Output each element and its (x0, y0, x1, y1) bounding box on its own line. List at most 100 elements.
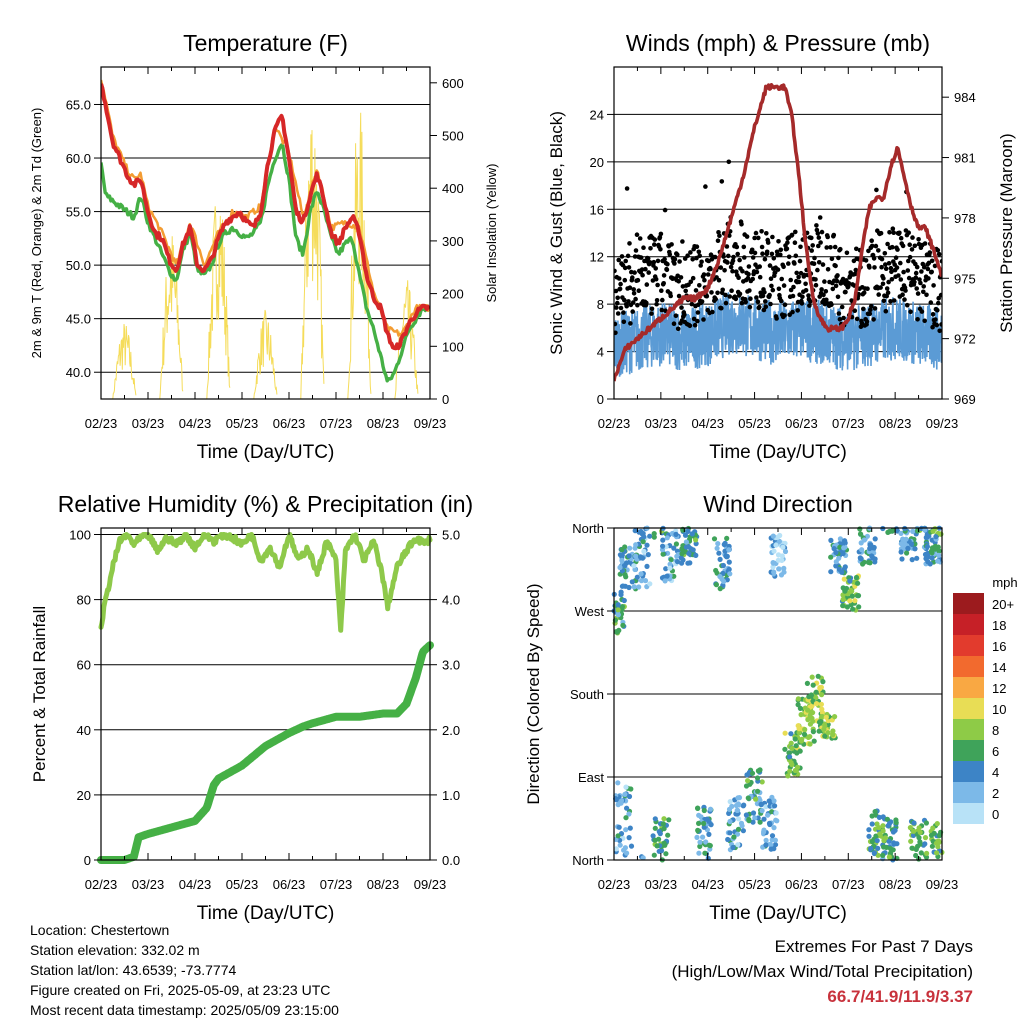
colorbar-swatch (953, 635, 984, 656)
wind-direction-point (850, 606, 856, 612)
wind-direction-point (872, 809, 878, 815)
gust-point (622, 297, 627, 303)
gust-point (836, 311, 842, 316)
gust-point (627, 241, 632, 246)
gust-point (927, 250, 933, 255)
wind-direction-point (727, 818, 733, 825)
gust-point (726, 159, 732, 165)
gust-point (765, 240, 771, 245)
wind-direction-point (781, 569, 787, 575)
extremes-subheading: (High/Low/Max Wind/Total Precipitation) (671, 962, 973, 981)
gust-point (861, 306, 866, 312)
y-tick-label: 100 (69, 528, 91, 543)
wind-direction-point (727, 571, 733, 577)
gust-point (741, 244, 747, 250)
gust-point (916, 237, 921, 242)
gust-point (676, 279, 681, 284)
wind-direction-point (909, 541, 915, 547)
wind-direction-point (761, 829, 767, 835)
gust-point (727, 233, 732, 238)
gust-point (747, 288, 752, 293)
y2-tick-label: 5.0 (442, 528, 460, 543)
wind-direction-point (780, 544, 786, 550)
wind-direction-point (840, 603, 846, 609)
colorbar: mph 20+ 18 16 14 12 10 8 6 4 2 0 (953, 575, 1018, 824)
wind-direction-point (922, 841, 928, 847)
wind-direction-point (667, 561, 673, 567)
wind-direction-point (820, 679, 826, 685)
wind-direction-point (874, 838, 880, 844)
gust-point (631, 287, 636, 292)
wind-direction-point (864, 533, 871, 539)
gust-point (702, 277, 707, 283)
gust-point (799, 301, 805, 306)
wind-direction-point (908, 838, 914, 844)
plot-area (611, 525, 945, 863)
gust-point (835, 294, 841, 300)
wind-direction-point (805, 707, 811, 713)
wind-direction-point (678, 555, 684, 561)
y2-tick-label: 984 (954, 90, 976, 105)
gust-point (819, 229, 825, 235)
gust-point (750, 276, 755, 282)
wind-direction-point (789, 745, 795, 751)
x-tick-label: 03/23 (132, 877, 165, 892)
gust-point (898, 235, 904, 241)
gust-point (930, 324, 935, 330)
wind-direction-point (932, 526, 938, 532)
wind-direction-point (893, 817, 899, 823)
x-tick-label: 09/23 (414, 877, 447, 892)
gust-point (867, 265, 872, 270)
gust-point (630, 309, 635, 314)
gust-point (930, 312, 936, 317)
gust-point (844, 250, 850, 256)
gust-point (767, 292, 772, 298)
temperature-line-0 (101, 83, 430, 351)
wind-direction-point (731, 834, 737, 840)
wind-direction-point (871, 850, 878, 856)
gust-point (903, 288, 908, 293)
gust-point (699, 259, 704, 265)
gust-point (935, 248, 941, 253)
gust-point (619, 254, 625, 259)
gust-point (932, 263, 938, 269)
gust-point (624, 186, 630, 191)
x-tick-label: 03/23 (645, 416, 678, 431)
y-tick-label: 24 (590, 107, 604, 122)
colorbar-swatch (953, 677, 984, 698)
gust-point (936, 251, 942, 257)
x-tick-label: 06/23 (785, 416, 818, 431)
x-tick-label: 04/23 (691, 877, 724, 892)
gust-point (898, 260, 903, 266)
gust-point (891, 230, 896, 235)
gust-point (672, 256, 678, 262)
gust-point (913, 270, 919, 276)
x-tick-label: 07/23 (320, 416, 353, 431)
wind-direction-point (844, 604, 851, 610)
y-tick-label: 60 (77, 658, 91, 673)
gust-point (778, 252, 783, 258)
wind-direction-point (685, 528, 691, 535)
gust-point (879, 264, 884, 270)
wind-direction-point (793, 743, 799, 749)
wind-direction-point (662, 578, 668, 584)
wind-direction-point (765, 812, 771, 818)
wind-direction-point (617, 552, 624, 558)
wind-direction-point (746, 816, 752, 823)
wind-direction-point (917, 839, 923, 845)
wind-direction-point (771, 825, 777, 831)
gust-point (873, 243, 879, 249)
wind-direction-point (805, 717, 811, 723)
wind-direction-point (910, 528, 916, 535)
gust-point (680, 239, 685, 244)
gust-point (742, 255, 747, 260)
wind-direction-point (782, 746, 788, 752)
gust-point (736, 275, 741, 281)
gust-point (627, 285, 633, 291)
y-tick-label: 0 (597, 392, 604, 407)
wind-direction-point (786, 750, 793, 756)
wind-direction-point (873, 833, 879, 839)
gust-point (688, 250, 693, 255)
wind-direction-point (615, 607, 621, 613)
gust-point (764, 249, 770, 255)
